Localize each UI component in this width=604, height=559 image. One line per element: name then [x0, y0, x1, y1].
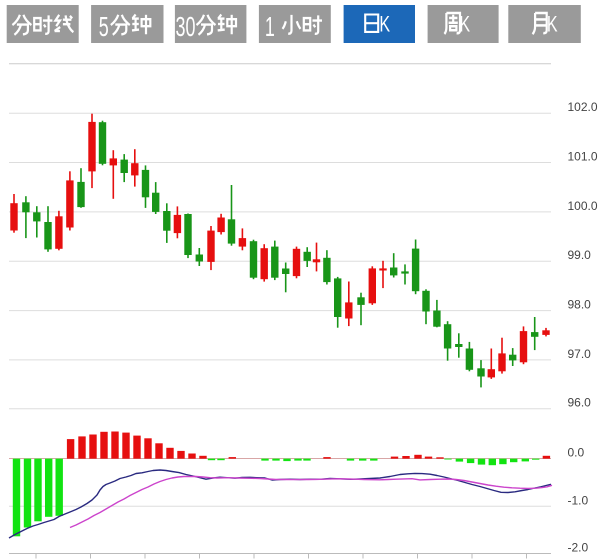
svg-text:102.0: 102.0: [568, 100, 598, 114]
svg-text:97.0: 97.0: [568, 347, 592, 361]
svg-text:-2.0: -2.0: [568, 541, 589, 555]
svg-text:96.0: 96.0: [568, 396, 592, 410]
svg-text:K: K: [379, 13, 390, 37]
svg-text:30: 30: [176, 11, 196, 42]
svg-text:0.0: 0.0: [568, 446, 585, 460]
svg-text:5: 5: [99, 11, 109, 42]
svg-text:K: K: [547, 13, 558, 37]
svg-text:101.0: 101.0: [568, 150, 598, 164]
svg-text:100.0: 100.0: [568, 199, 598, 213]
svg-text:99.0: 99.0: [568, 248, 592, 262]
svg-text:-1.0: -1.0: [568, 493, 589, 507]
svg-text:98.0: 98.0: [568, 298, 592, 312]
svg-text:K: K: [459, 13, 470, 37]
svg-text:1: 1: [265, 11, 275, 42]
